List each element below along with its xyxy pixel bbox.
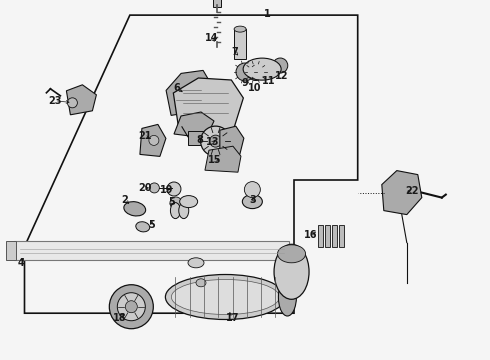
Ellipse shape xyxy=(243,195,262,208)
Text: 18: 18 xyxy=(113,312,127,323)
Text: 19: 19 xyxy=(160,185,173,195)
Text: 8: 8 xyxy=(196,135,203,145)
Circle shape xyxy=(167,182,181,196)
Bar xyxy=(213,0,220,7)
Text: 3: 3 xyxy=(249,195,256,205)
Text: 9: 9 xyxy=(242,78,248,88)
Text: 5: 5 xyxy=(168,197,175,207)
Polygon shape xyxy=(140,125,166,156)
Circle shape xyxy=(170,197,182,209)
Text: 15: 15 xyxy=(208,155,221,165)
Bar xyxy=(339,225,343,247)
Ellipse shape xyxy=(234,26,246,32)
Circle shape xyxy=(247,63,264,81)
Polygon shape xyxy=(14,241,289,260)
Ellipse shape xyxy=(124,202,146,216)
Text: 14: 14 xyxy=(205,33,219,43)
Circle shape xyxy=(109,285,153,329)
Text: 12: 12 xyxy=(275,71,289,81)
Text: 10: 10 xyxy=(248,83,262,93)
Ellipse shape xyxy=(172,279,279,315)
Text: 17: 17 xyxy=(226,312,240,323)
Ellipse shape xyxy=(278,278,296,316)
Bar xyxy=(234,29,246,59)
Circle shape xyxy=(236,63,254,81)
Ellipse shape xyxy=(274,244,309,299)
Text: 16: 16 xyxy=(304,230,318,240)
Circle shape xyxy=(210,135,221,147)
Polygon shape xyxy=(166,71,213,116)
Polygon shape xyxy=(174,112,214,138)
Polygon shape xyxy=(67,85,97,115)
Bar xyxy=(6,241,16,260)
Ellipse shape xyxy=(166,274,285,320)
Circle shape xyxy=(261,61,276,77)
Polygon shape xyxy=(173,78,244,130)
Circle shape xyxy=(245,181,260,198)
Ellipse shape xyxy=(171,203,180,219)
Text: 11: 11 xyxy=(262,76,275,86)
Ellipse shape xyxy=(196,279,206,287)
Circle shape xyxy=(149,135,159,145)
Bar xyxy=(318,225,322,247)
Text: 20: 20 xyxy=(138,183,151,193)
Ellipse shape xyxy=(179,203,189,219)
Text: 4: 4 xyxy=(17,258,24,268)
Polygon shape xyxy=(382,171,422,215)
Text: 5: 5 xyxy=(148,220,155,230)
Text: 21: 21 xyxy=(138,131,151,141)
Text: 23: 23 xyxy=(48,96,62,106)
Polygon shape xyxy=(205,146,241,172)
Ellipse shape xyxy=(277,245,306,263)
Circle shape xyxy=(125,301,137,313)
Circle shape xyxy=(68,98,77,108)
Ellipse shape xyxy=(188,258,204,268)
Bar xyxy=(332,225,337,247)
Ellipse shape xyxy=(136,222,150,232)
Circle shape xyxy=(200,126,231,156)
Ellipse shape xyxy=(243,58,281,80)
Text: 7: 7 xyxy=(232,47,239,57)
Circle shape xyxy=(149,183,159,193)
Polygon shape xyxy=(220,126,244,156)
Text: 13: 13 xyxy=(206,137,220,147)
Bar xyxy=(188,131,210,145)
Ellipse shape xyxy=(180,195,197,208)
Circle shape xyxy=(117,293,146,321)
Bar xyxy=(324,225,329,247)
Circle shape xyxy=(273,58,288,73)
Text: 22: 22 xyxy=(405,186,418,196)
Text: 6: 6 xyxy=(173,83,180,93)
Text: 2: 2 xyxy=(122,195,128,205)
Text: 1: 1 xyxy=(264,9,270,19)
